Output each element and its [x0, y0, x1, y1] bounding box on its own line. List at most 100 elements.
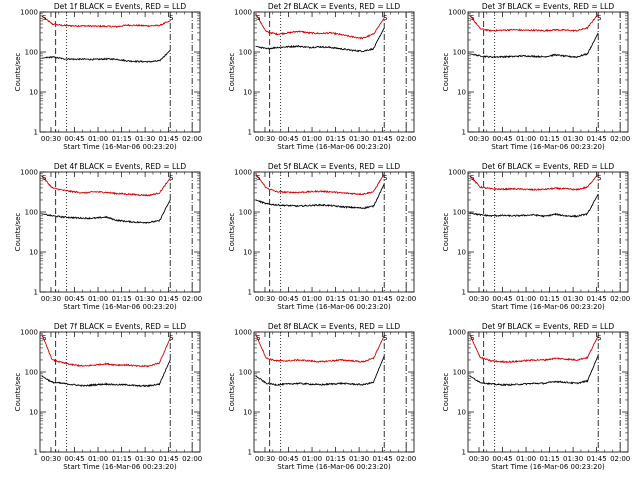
x-tick-label: 01:00 — [302, 295, 322, 303]
chart-panel-5: Det 5f BLACK = Events, RED = LLD 1 10 100 10… — [228, 162, 416, 311]
x-tick-label: 01:15 — [325, 295, 345, 303]
y-tick-label: 100 — [25, 49, 38, 57]
x-tick-label: 02:00 — [396, 295, 416, 303]
y-axis-label: Counts/sec — [228, 213, 236, 252]
x-tick-label: 01:15 — [539, 135, 559, 143]
y-tick-label: 1 — [462, 289, 466, 297]
chart-title: Det 3f BLACK = Events, RED = LLD — [482, 2, 615, 11]
x-tick-label: 01:15 — [539, 455, 559, 463]
x-tick-label: 01:30 — [135, 455, 155, 463]
x-tick-label: 00:30 — [469, 455, 489, 463]
x-tick-label: 02:00 — [182, 135, 202, 143]
x-tick-label: 00:30 — [255, 295, 275, 303]
plot-frame — [253, 11, 415, 133]
x-tick-label: 01:15 — [111, 135, 131, 143]
x-axis-label: Start Time (16-Mar-06 00:23:20) — [63, 303, 177, 311]
y-tick-label: 1 — [34, 449, 38, 457]
x-tick-label: 00:30 — [255, 455, 275, 463]
x-tick-label: 01:15 — [111, 455, 131, 463]
x-tick-label: 01:45 — [373, 455, 393, 463]
x-tick-label: 01:00 — [88, 295, 108, 303]
x-axis-label: Start Time (16-Mar-06 00:23:20) — [277, 143, 391, 151]
segment-marker: S — [42, 334, 47, 342]
plot-frame — [467, 171, 629, 293]
chart-title: Det 2f BLACK = Events, RED = LLD — [268, 2, 401, 11]
series-line-lld — [255, 333, 385, 363]
x-axis-label: Start Time (16-Mar-06 00:23:20) — [491, 303, 605, 311]
y-tick-label: 10 — [243, 89, 252, 97]
segment-marker: S — [169, 334, 174, 342]
x-tick-label: 00:45 — [64, 455, 84, 463]
segment-marker: S — [597, 334, 602, 342]
x-tick-label: 01:30 — [135, 135, 155, 143]
x-tick-label: 02:00 — [610, 135, 630, 143]
x-tick-label: 01:15 — [539, 295, 559, 303]
series-line-events — [469, 32, 599, 59]
x-tick-label: 02:00 — [396, 455, 416, 463]
x-tick-label: 01:15 — [325, 135, 345, 143]
segment-marker: S — [42, 174, 47, 182]
chart-title: Det 6f BLACK = Events, RED = LLD — [482, 162, 615, 171]
y-tick-label: 10 — [457, 89, 466, 97]
y-axis-label: Counts/sec — [14, 53, 22, 92]
x-axis-label: Start Time (16-Mar-06 00:23:20) — [277, 303, 391, 311]
y-axis-label: Counts/sec — [228, 53, 236, 92]
y-tick-label: 1 — [34, 289, 38, 297]
x-tick-label: 02:00 — [182, 295, 202, 303]
segment-marker: S — [597, 174, 602, 182]
y-tick-label: 1000 — [234, 9, 252, 17]
segment-marker: S — [470, 334, 475, 342]
x-tick-label: 01:15 — [111, 295, 131, 303]
x-tick-label: 01:00 — [88, 455, 108, 463]
x-tick-label: 01:00 — [302, 455, 322, 463]
plot-frame — [467, 11, 629, 133]
x-tick-label: 02:00 — [182, 455, 202, 463]
y-tick-label: 100 — [453, 49, 466, 57]
y-tick-label: 1000 — [20, 9, 38, 17]
series-line-events — [41, 199, 171, 224]
x-axis-label: Start Time (16-Mar-06 00:23:20) — [63, 143, 177, 151]
x-tick-label: 00:30 — [469, 135, 489, 143]
x-tick-label: 00:45 — [278, 135, 298, 143]
x-tick-label: 00:30 — [41, 295, 61, 303]
y-axis-label: Counts/sec — [442, 373, 450, 412]
y-tick-label: 100 — [453, 369, 466, 377]
x-tick-label: 00:45 — [64, 295, 84, 303]
y-tick-label: 1000 — [448, 9, 466, 17]
series-line-events — [469, 355, 599, 387]
y-axis-label: Counts/sec — [228, 373, 236, 412]
series-line-lld — [41, 333, 171, 368]
series-line-lld — [255, 13, 385, 40]
segment-marker: S — [597, 14, 602, 22]
segment-marker: S — [169, 14, 174, 22]
y-tick-label: 10 — [243, 249, 252, 257]
y-tick-label: 10 — [29, 409, 38, 417]
x-tick-label: 01:30 — [135, 295, 155, 303]
x-axis-label: Start Time (16-Mar-06 00:23:20) — [277, 463, 391, 471]
x-tick-label: 01:30 — [563, 295, 583, 303]
x-tick-label: 02:00 — [396, 135, 416, 143]
y-tick-label: 1 — [248, 289, 252, 297]
series-line-lld — [41, 175, 171, 197]
chart-title: Det 8f BLACK = Events, RED = LLD — [268, 322, 401, 331]
y-tick-label: 1 — [34, 129, 38, 137]
y-axis-label: Counts/sec — [442, 53, 450, 92]
y-tick-label: 10 — [29, 249, 38, 257]
plot-frame — [253, 331, 415, 453]
segment-marker: S — [383, 334, 388, 342]
x-tick-label: 00:30 — [41, 135, 61, 143]
y-tick-label: 1000 — [234, 329, 252, 337]
chart-panel-7: Det 7f BLACK = Events, RED = LLD 1 10 100 10… — [14, 322, 202, 471]
x-axis-label: Start Time (16-Mar-06 00:23:20) — [491, 463, 605, 471]
x-axis-label: Start Time (16-Mar-06 00:23:20) — [491, 143, 605, 151]
y-tick-label: 1 — [462, 129, 466, 137]
chart-panel-6: Det 6f BLACK = Events, RED = LLD 1 10 100 10… — [442, 162, 630, 311]
y-tick-label: 10 — [29, 89, 38, 97]
chart-panel-2: Det 2f BLACK = Events, RED = LLD 1 10 100 10… — [228, 2, 416, 151]
plot-frame — [253, 171, 415, 293]
x-tick-label: 01:00 — [302, 135, 322, 143]
y-tick-label: 1 — [248, 129, 252, 137]
chart-title: Det 4f BLACK = Events, RED = LLD — [54, 162, 187, 171]
x-tick-label: 02:00 — [610, 295, 630, 303]
